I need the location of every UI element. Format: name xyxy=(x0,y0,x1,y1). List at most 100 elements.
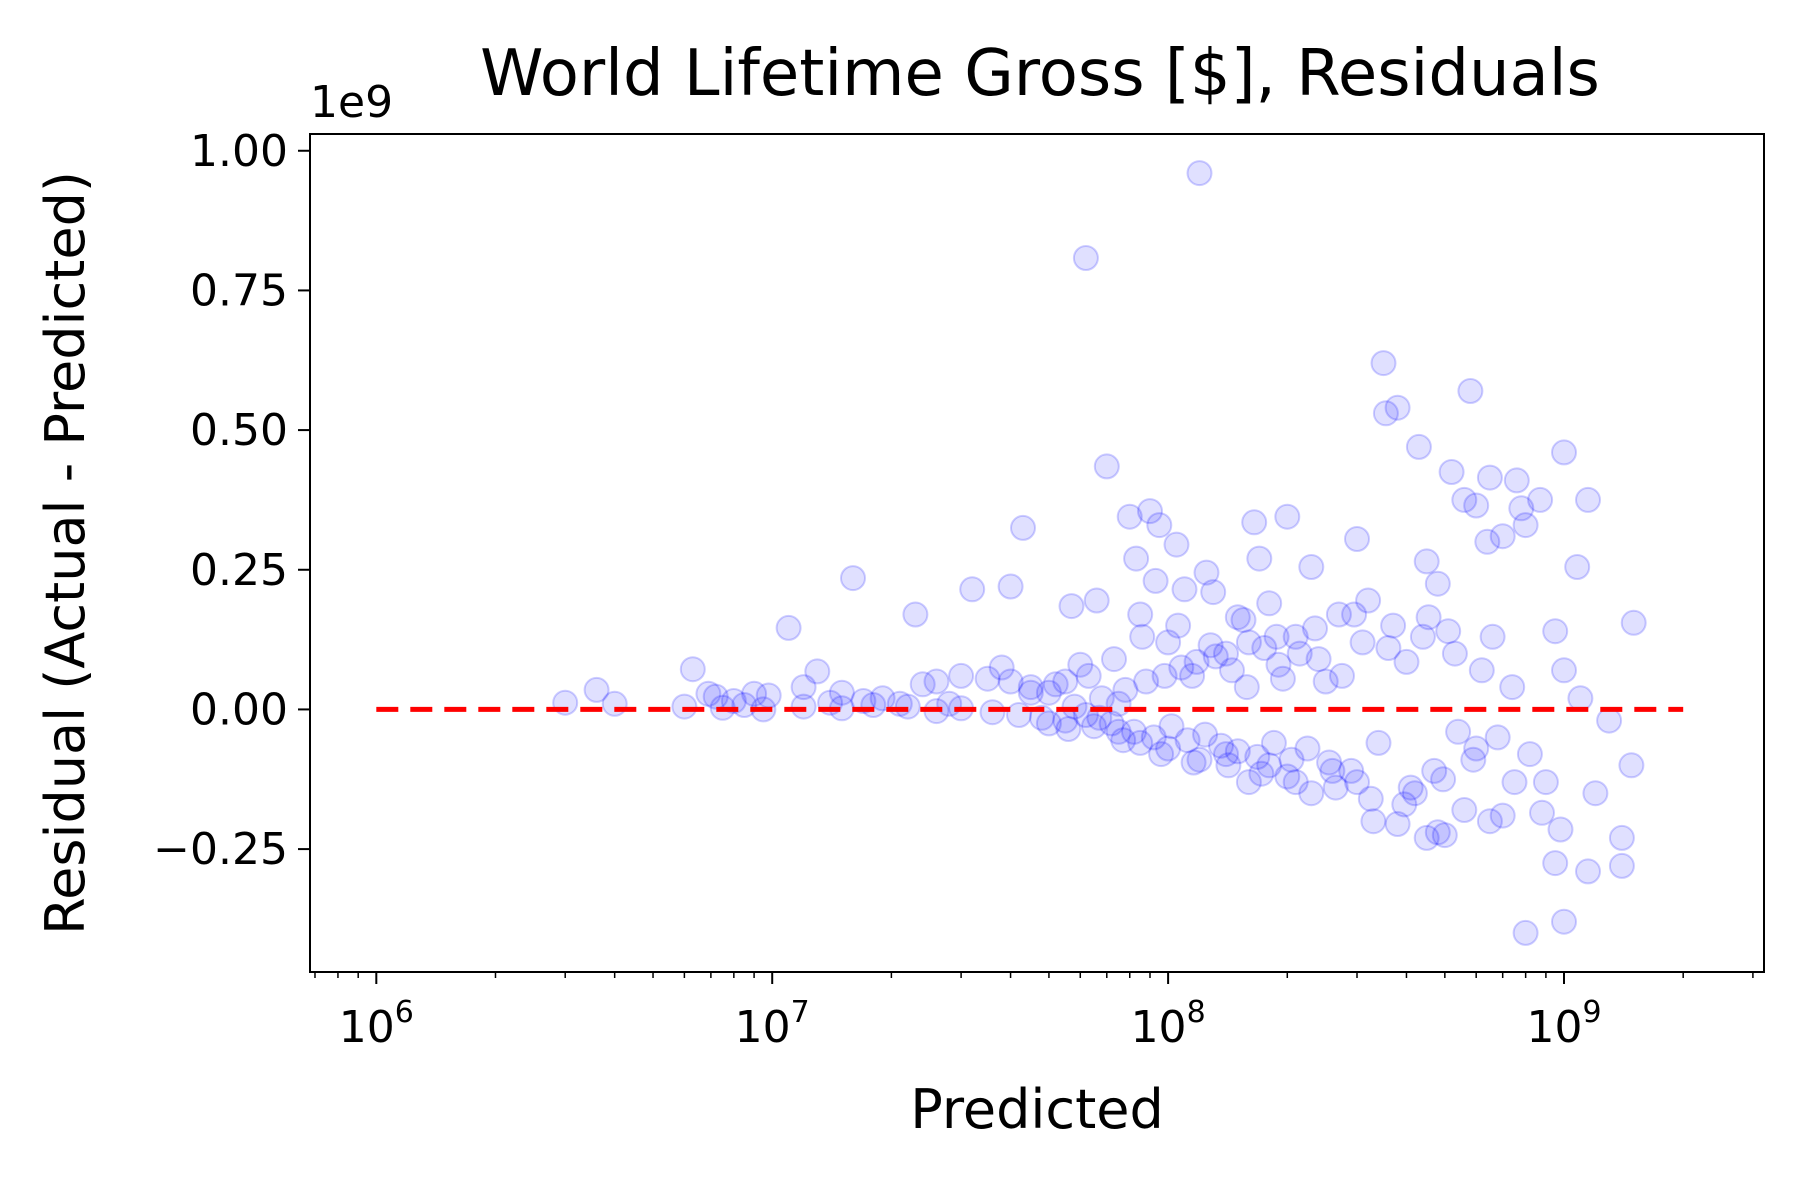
scatter-point xyxy=(1035,710,1062,737)
scatter-point xyxy=(1230,607,1257,633)
scatter-point xyxy=(1542,618,1569,645)
scatter-point xyxy=(1202,643,1229,670)
scatter-point xyxy=(1474,528,1501,555)
scatter-point xyxy=(1215,752,1242,779)
scatter-point xyxy=(1193,559,1220,586)
scatter-point xyxy=(1445,718,1472,745)
scatter-point xyxy=(1489,802,1516,829)
scatter-point xyxy=(1165,612,1192,639)
scatter-point xyxy=(1148,741,1175,768)
scatter-point xyxy=(1224,738,1251,765)
scatter-point xyxy=(1067,651,1094,678)
scatter-point xyxy=(1460,746,1487,773)
scatter-point xyxy=(1075,662,1102,689)
scatter-point xyxy=(1155,735,1182,762)
scatter-point xyxy=(1463,735,1490,762)
scatter-point xyxy=(1219,657,1245,684)
scatter-point xyxy=(1435,618,1462,645)
y-axis-ticks: −0.25 0.00 0.25 0.50 0.75 1.00 xyxy=(153,126,310,875)
scatter-point xyxy=(1121,718,1147,745)
scatter-point xyxy=(1274,763,1301,790)
scatter-point xyxy=(1294,735,1321,762)
scatter-point xyxy=(1180,749,1207,776)
scatter-point xyxy=(1083,587,1110,614)
scatter-point xyxy=(790,674,817,701)
scatter-point xyxy=(1430,766,1457,793)
scatter-point xyxy=(1608,824,1635,851)
scatter-point xyxy=(1235,769,1262,796)
x-tick-label: 109 xyxy=(1526,995,1601,1053)
scatter-point xyxy=(1155,629,1182,656)
y-axis-offset-label: 1e9 xyxy=(310,77,393,128)
scatter-point xyxy=(1137,498,1163,525)
scatter-point xyxy=(1365,729,1392,756)
scatter-point xyxy=(601,690,628,717)
scatter-point xyxy=(1424,570,1451,597)
scatter-point xyxy=(741,680,768,707)
scatter-point xyxy=(1575,858,1601,885)
scatter-point xyxy=(1489,523,1516,550)
scatter-point xyxy=(1608,852,1635,879)
scatter-point xyxy=(1476,464,1503,491)
scatter-point xyxy=(1282,623,1309,650)
scatter-point xyxy=(1344,526,1370,552)
scatter-point xyxy=(988,654,1015,681)
scatter-point xyxy=(1116,503,1143,530)
scatter-point xyxy=(1213,640,1239,667)
scatter-point xyxy=(1312,668,1339,695)
scatter-point xyxy=(1357,785,1384,812)
scatter-points xyxy=(552,160,1647,946)
scatter-point xyxy=(1278,746,1305,773)
scatter-point xyxy=(1093,453,1120,480)
scatter-point xyxy=(1457,378,1484,404)
scatter-point xyxy=(1451,486,1478,513)
scatter-point xyxy=(1256,590,1283,617)
scatter-point xyxy=(840,565,866,592)
scatter-point xyxy=(1499,674,1526,701)
x-axis-ticks: 106 107 108 109 xyxy=(314,972,1754,1053)
scatter-point xyxy=(1384,394,1411,421)
scatter-point xyxy=(731,692,758,718)
scatter-point xyxy=(1123,545,1150,572)
y-tick-label: 0.25 xyxy=(190,545,288,596)
scatter-point xyxy=(1618,752,1645,779)
scatter-point xyxy=(1305,646,1332,673)
scatter-point xyxy=(1006,702,1032,728)
scatter-point xyxy=(869,685,896,712)
scatter-point xyxy=(1360,808,1387,835)
scatter-point xyxy=(1035,679,1062,706)
scatter-point xyxy=(1241,509,1268,536)
plot-area-frame xyxy=(309,133,1765,973)
scatter-point xyxy=(1451,797,1478,823)
scatter-point xyxy=(1567,685,1594,712)
scatter-point xyxy=(1298,554,1325,580)
scatter-point xyxy=(894,693,921,720)
y-tick-label: 0.00 xyxy=(190,684,288,735)
scatter-point xyxy=(1512,512,1539,539)
scatter-point xyxy=(1393,648,1420,675)
scatter-point xyxy=(902,601,929,628)
scatter-point xyxy=(1286,640,1313,667)
scatter-point xyxy=(1200,579,1227,606)
scatter-point xyxy=(1140,724,1167,751)
scatter-point xyxy=(1233,674,1260,701)
scatter-point xyxy=(1438,459,1465,485)
scatter-point xyxy=(1372,400,1399,427)
y-tick-label: 0.75 xyxy=(190,265,288,316)
scatter-point xyxy=(1575,486,1601,513)
scatter-point xyxy=(1246,545,1273,572)
scatter-point xyxy=(1551,657,1577,684)
scatter-point xyxy=(1058,593,1085,620)
scatter-point xyxy=(1017,679,1044,706)
scatter-point xyxy=(1055,716,1082,742)
scatter-point xyxy=(909,671,936,698)
scatter-point xyxy=(1174,727,1201,754)
scatter-point xyxy=(923,668,950,695)
scatter-point xyxy=(775,614,802,641)
scatter-point xyxy=(583,676,610,703)
scatter-point xyxy=(1213,741,1239,768)
scatter-point xyxy=(804,658,831,685)
x-tick-label: 106 xyxy=(339,995,414,1053)
scatter-point xyxy=(1129,623,1156,650)
